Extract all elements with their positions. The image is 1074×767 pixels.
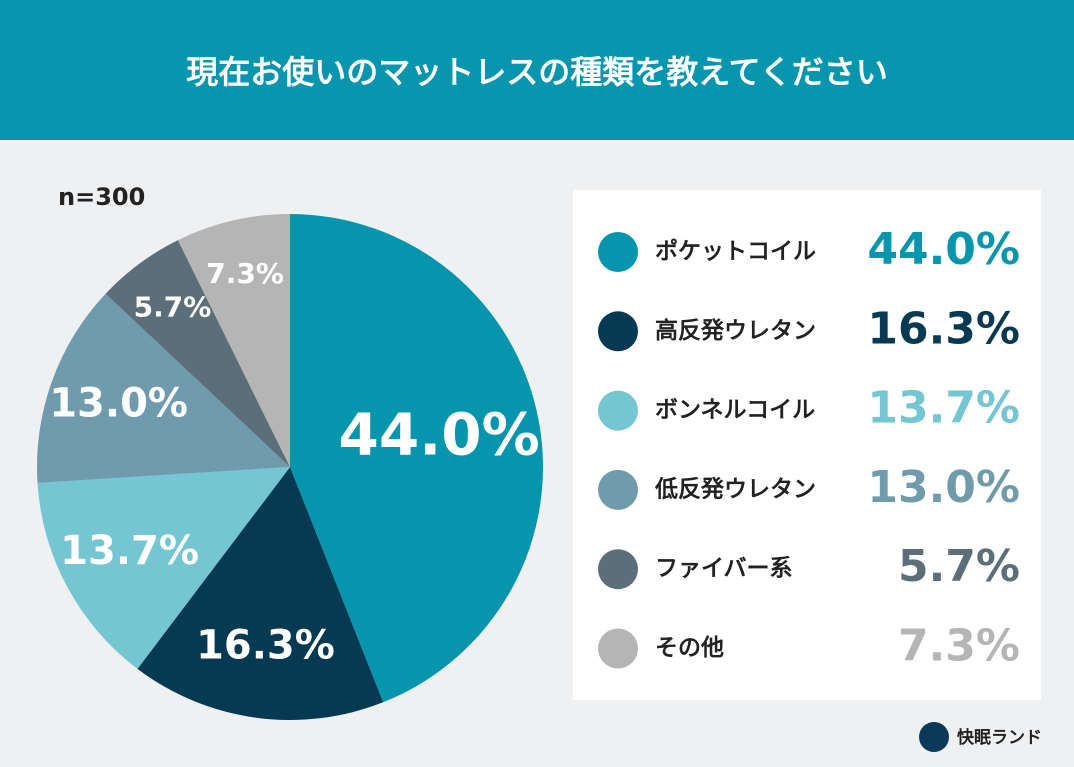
legend-marker [598, 469, 638, 510]
chart-title: 現在お使いのマットレスの種類を教えてください [186, 53, 887, 91]
pie-slice [105, 240, 290, 467]
sample-size: n=300 [58, 183, 145, 211]
legend-value: 13.0% [867, 462, 1020, 513]
legend-label: その他 [655, 635, 724, 661]
legend-marker [598, 549, 638, 590]
legend-marker [598, 232, 638, 272]
legend-marker [598, 390, 638, 431]
legend-marker [598, 628, 638, 669]
slice-label: 44.0% [339, 401, 540, 469]
legend-value: 16.3% [867, 303, 1020, 354]
legend-value: 44.0% [867, 224, 1020, 275]
legend-box [573, 190, 1041, 700]
legend-label: 高反発ウレタン [655, 317, 816, 344]
slice-label: 7.3% [206, 257, 284, 290]
slice-label: 13.7% [60, 528, 199, 574]
pie-slice [290, 214, 544, 703]
brand-logo [919, 722, 949, 752]
legend-marker [598, 311, 638, 352]
legend-value: 13.7% [867, 383, 1020, 434]
pie-slice [36, 293, 290, 483]
slice-label: 5.7% [134, 290, 212, 323]
pie-slice [177, 214, 290, 467]
legend-label: 低反発ウレタン [654, 476, 816, 502]
slice-label: 16.3% [196, 623, 335, 669]
legend-value: 7.3% [898, 621, 1020, 672]
brand: 快眠ランド [957, 727, 1042, 748]
pie-slice [37, 467, 290, 669]
legend-label: ファイバー系 [655, 556, 793, 582]
legend-value: 5.7% [898, 541, 1020, 592]
legend-label: ボンネルコイル [655, 397, 815, 423]
header [0, 0, 1074, 140]
slice-label: 13.0% [49, 380, 188, 426]
pie-slice [137, 467, 384, 720]
legend-label: ポケットコイル [655, 238, 816, 265]
